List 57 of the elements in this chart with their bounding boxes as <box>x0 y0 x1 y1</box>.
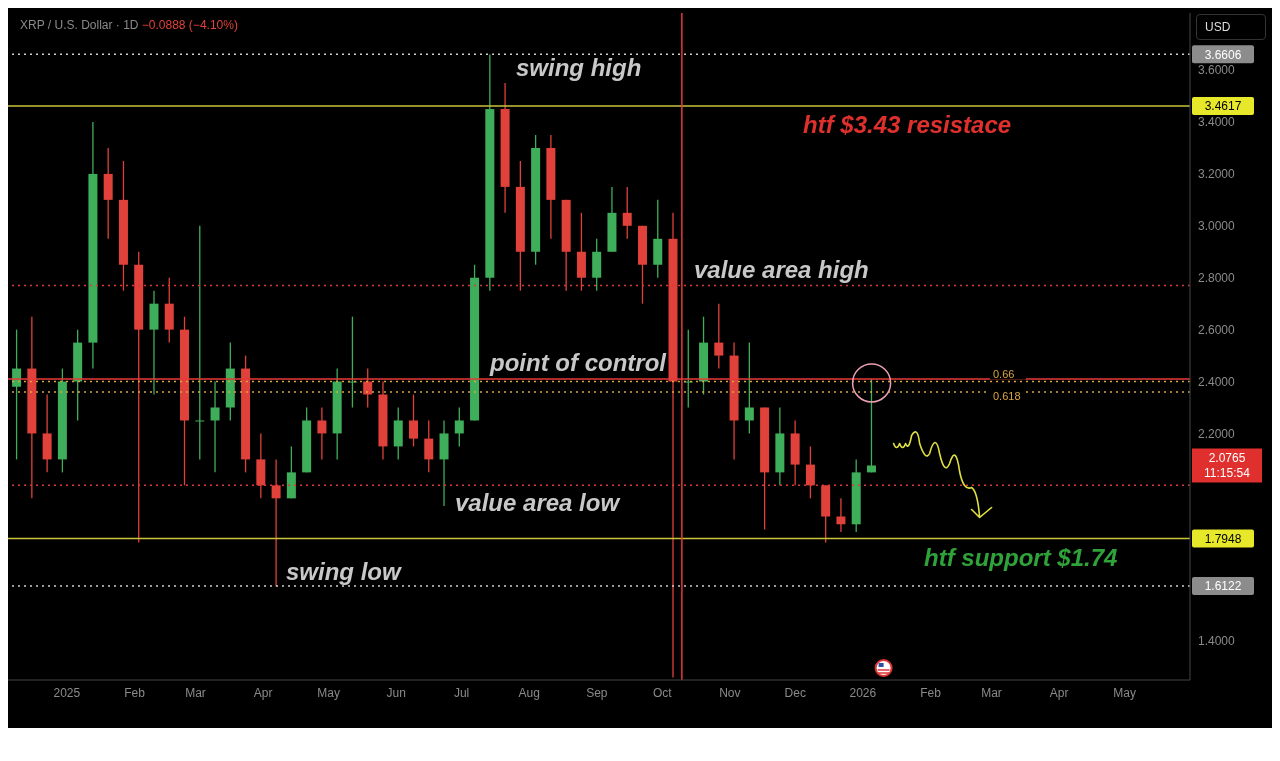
y-tick-label: 3.2000 <box>1198 167 1236 182</box>
x-tick-label: Mar <box>185 685 206 700</box>
y-tick-label: 3.0000 <box>1198 219 1236 234</box>
text: 2.0765 <box>1208 451 1246 466</box>
x-tick-label: Jul <box>453 685 470 700</box>
text: 11:15:54 <box>1204 466 1251 481</box>
candlestick <box>622 186 632 240</box>
y-tick-label: 3.4000 <box>1198 115 1236 130</box>
y-tick-label: 2.4000 <box>1198 374 1236 389</box>
x-tick-label: 2026 <box>849 685 877 700</box>
y-tick-label: 2.2000 <box>1198 426 1236 441</box>
ref-line-label: swing high <box>516 54 642 82</box>
ref-line-label: htf support $1.74 <box>924 543 1118 571</box>
x-tick-label: Jun <box>386 685 406 700</box>
chart-title: XRP / U.S. Dollar · 1D <box>20 18 139 32</box>
x-tick-label: Apr <box>253 685 273 700</box>
candlestick <box>836 497 846 533</box>
x-tick-label: Dec <box>784 685 806 700</box>
y-tick-label: 2.8000 <box>1198 270 1236 285</box>
text: 3.6606 <box>1204 47 1242 62</box>
text: 1.7948 <box>1204 532 1242 547</box>
x-tick-label: Oct <box>652 685 673 700</box>
x-tick-label: Apr <box>1049 685 1069 700</box>
x-tick-label: Aug <box>518 685 540 700</box>
x-tick-label: Sep <box>586 685 608 700</box>
text: 1.6122 <box>1204 579 1242 594</box>
ref-line-label: point of control <box>489 348 668 376</box>
x-tick-label: Feb <box>124 685 146 700</box>
ref-line-label: swing low <box>286 558 402 585</box>
text: USD <box>1196 14 1266 40</box>
candlestick <box>195 225 205 461</box>
candlestick <box>454 406 464 448</box>
candlestick <box>683 328 693 409</box>
candlestick <box>714 303 724 370</box>
annotation: 0.618 <box>993 389 1021 402</box>
x-tick-label: May <box>317 685 340 700</box>
candlestick <box>424 419 434 474</box>
text: 3.4617 <box>1204 99 1242 114</box>
candlestick <box>317 406 327 461</box>
ref-line-label: htf $3.43 resistace <box>803 110 1012 138</box>
candlestick <box>347 316 357 409</box>
candlestick <box>210 380 220 474</box>
y-tick-label: 2.6000 <box>1198 322 1236 337</box>
chart-subtitle: −0.0888 (−4.10%) <box>141 18 238 32</box>
annotation: 0.66 <box>993 367 1015 380</box>
y-tick-label: 1.4000 <box>1198 634 1236 649</box>
ref-line-label: value area low <box>455 489 621 517</box>
y-tick-label: 3.6000 <box>1198 63 1236 78</box>
candlestick <box>409 393 418 448</box>
candlestick <box>866 378 876 474</box>
candlestick <box>744 341 754 435</box>
x-tick-label: Nov <box>719 685 741 700</box>
x-tick-label: Mar <box>981 685 1002 700</box>
x-tick-label: 2025 <box>53 685 81 700</box>
ref-line-label: value area high <box>694 255 869 283</box>
x-tick-label: May <box>1113 685 1136 700</box>
x-tick-label: Feb <box>920 685 942 700</box>
